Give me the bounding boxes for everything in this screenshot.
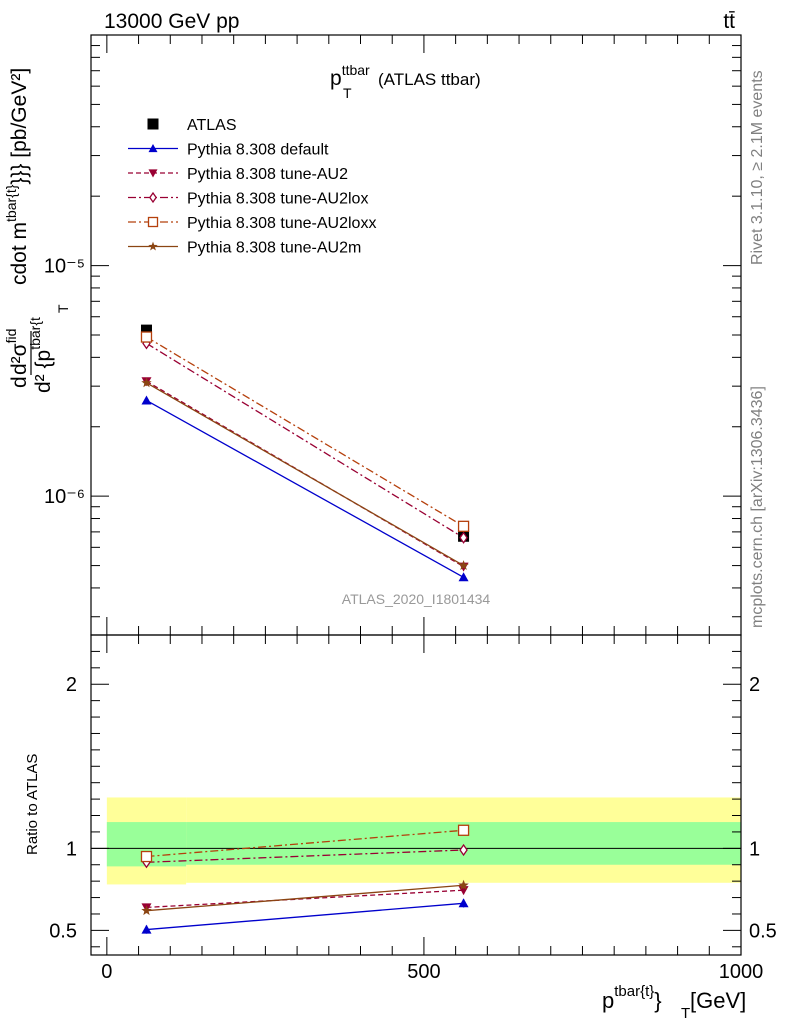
main-data-point — [457, 520, 470, 532]
ratio-series-0 — [141, 898, 469, 934]
rivet-version-label: Rivet 3.1.10, ≥ 2.1M events — [749, 70, 766, 265]
plot-title: pttbar — [330, 62, 370, 90]
energy-label: 13000 GeV pp — [104, 10, 239, 33]
ratio-xtick-label: 1000 — [719, 961, 764, 983]
main-ytick-label: 10⁻⁵ — [44, 256, 85, 278]
title-sup: ttbar — [342, 62, 370, 78]
legend-marker — [149, 191, 157, 204]
ratio-data-point — [140, 850, 153, 863]
ratio-ytick-label-right: 1 — [749, 838, 760, 860]
main-ylabel: d d²σfid d² {ptbar{t T cdot mtbar{t}}}} … — [3, 68, 71, 393]
svg-text:ptbar{t}}: ptbar{t}} — [602, 983, 662, 1013]
legend-entry: Pythia 8.308 tune-AU2m — [128, 240, 361, 257]
main-series-4 — [140, 331, 470, 532]
main-data-point — [458, 572, 469, 582]
legend-marker — [148, 241, 158, 251]
main-series-line — [146, 399, 464, 578]
legend-entry: Pythia 8.308 tune-AU2lox — [128, 191, 368, 208]
legend-marker — [148, 144, 158, 153]
main-data-point — [141, 395, 152, 405]
ratio-panel: 0.5 0.5 1 1 2 2 0 500 1000 Ratio to ATLAS ptbar{… — [24, 634, 777, 1022]
title-base: p — [330, 67, 342, 90]
main-data-point — [141, 377, 152, 388]
legend-label: Pythia 8.308 tune-AU2 — [187, 166, 348, 183]
process-label: tt̄ — [723, 10, 735, 33]
main-data-point — [459, 531, 468, 544]
main-series-0 — [140, 324, 470, 542]
analysis-id-label: ATLAS_2020_I1801434 — [342, 591, 491, 607]
ratio-ytick-label: 0.5 — [49, 920, 77, 942]
ratio-ylabel: Ratio to ATLAS — [24, 754, 41, 855]
title-sub: T — [343, 85, 352, 101]
legend-label: ATLAS — [187, 117, 237, 134]
legend-entry: Pythia 8.308 tune-AU2loxx — [128, 215, 376, 232]
ratio-ytick-label: 2 — [66, 674, 77, 696]
ratio-data-point — [459, 843, 468, 857]
legend-label: Pythia 8.308 tune-AU2m — [187, 240, 361, 257]
ratio-series-4 — [141, 879, 469, 916]
main-series-1 — [141, 395, 469, 582]
ratio-series-1 — [141, 886, 469, 913]
main-series-layer — [140, 324, 470, 582]
ratio-series-line — [146, 902, 464, 931]
main-series-5 — [141, 377, 469, 570]
ratio-data-point — [458, 898, 469, 908]
ratio-data-point — [457, 824, 470, 836]
ratio-xtick-label: 500 — [407, 961, 440, 983]
svg-text:d: d — [8, 376, 31, 388]
main-data-point — [140, 331, 153, 343]
ratio-ytick-label: 1 — [66, 838, 77, 860]
svg-text:cdot mtbar{t}}}} [pb/GeV²]: cdot mtbar{t}}}} [pb/GeV²] — [3, 68, 31, 285]
ratio-series-line — [146, 849, 464, 863]
legend-marker — [147, 216, 159, 228]
legend-label: Pythia 8.308 tune-AU2lox — [187, 191, 368, 208]
ratio-ytick-label-right: 2 — [749, 674, 760, 696]
ratio-ytick-label-right: 0.5 — [749, 920, 777, 942]
ratio-xlabel: ptbar{t}} T [GeV] — [602, 983, 746, 1022]
ratio-frame — [90, 634, 742, 956]
legend-marker — [148, 169, 158, 178]
legend-entry: ATLAS — [147, 117, 237, 134]
ratio-data-point — [141, 905, 152, 916]
ratio-series-layer — [140, 824, 470, 934]
legend: ATLAS Pythia 8.308 default Pythia 8.308 tu… — [128, 117, 376, 257]
ratio-data-point — [458, 879, 469, 890]
ratio-xtick-label: 0 — [101, 961, 112, 983]
main-ytick-label: 10⁻⁶ — [44, 486, 85, 508]
main-data-point — [140, 324, 152, 336]
main-series-line — [146, 342, 464, 539]
svg-text:[GeV]: [GeV] — [690, 988, 746, 1013]
legend-entry: Pythia 8.308 tune-AU2 — [128, 166, 348, 183]
main-data-point — [458, 560, 469, 570]
legend-label: Pythia 8.308 tune-AU2loxx — [187, 215, 376, 232]
svg-text:d²σfid: d²σfid — [3, 329, 31, 375]
main-panel: 10⁻⁵ 10⁻⁶ pttbar T (ATLAS ttbar) d d²σfid… — [3, 34, 742, 636]
title-rest: (ATLAS ttbar) — [378, 70, 481, 89]
svg-text:T: T — [55, 304, 71, 313]
legend-label: Pythia 8.308 default — [187, 142, 329, 159]
legend-entry: Pythia 8.308 default — [128, 142, 329, 159]
main-series-3 — [142, 337, 468, 544]
main-series-line — [146, 382, 464, 567]
legend-marker — [147, 118, 159, 130]
mcplots-credit-label: mcplots.cern.ch [arXiv:1306.3436] — [749, 386, 766, 628]
svg-text:T: T — [681, 1005, 690, 1022]
ratio-series-line — [146, 884, 464, 912]
main-series-line — [146, 336, 464, 527]
svg-text:d² {ptbar{t: d² {ptbar{t — [27, 317, 55, 393]
ratio-data-point — [141, 924, 152, 934]
ratio-series-line — [146, 829, 464, 858]
ratio-series-line — [146, 889, 464, 909]
ratio-series-3 — [140, 824, 470, 863]
